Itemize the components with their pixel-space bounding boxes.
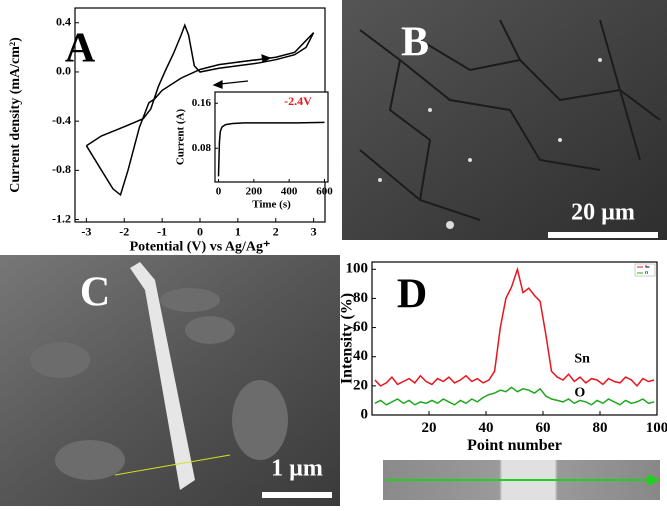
panel-label: A <box>65 26 96 72</box>
nanowire <box>130 262 195 490</box>
data-line <box>374 266 655 388</box>
x-tick-label: 2 <box>273 225 279 239</box>
grains <box>30 288 288 480</box>
data-line <box>374 386 655 406</box>
x-tick-label: -3 <box>81 225 91 239</box>
data-line <box>85 23 315 197</box>
scale-label: 1 µm <box>271 456 323 482</box>
y-tick-label: 80 <box>353 290 368 306</box>
x-tick-label: 600 <box>316 185 333 197</box>
annotation: -2.4V <box>284 94 312 108</box>
x-axis-label: Potential (V) vs Ag/Ag⁺ <box>130 239 271 254</box>
x-tick-label: 40 <box>479 420 494 436</box>
y-tick-label: -0.4 <box>52 113 71 127</box>
y-tick-label: 0.08 <box>192 142 212 154</box>
x-tick-label: 3 <box>311 225 317 239</box>
y-tick-label: -1.2 <box>52 211 71 225</box>
y-tick-label: 20 <box>353 377 368 393</box>
x-tick-label: -1 <box>157 225 167 239</box>
scale-bar <box>262 492 332 498</box>
y-axis-label: Intensity (%) <box>339 293 356 384</box>
particles <box>378 58 602 229</box>
panel-label: B <box>401 20 429 66</box>
plot-frame <box>214 91 329 183</box>
x-tick-label: 60 <box>536 420 551 436</box>
x-tick-label: 80 <box>593 420 608 436</box>
panel-label: C <box>80 270 110 316</box>
y-tick-label: 0.0 <box>56 64 71 78</box>
x-tick-label: 400 <box>281 185 298 197</box>
x-axis-label: Time (s) <box>252 199 291 211</box>
plot-frame <box>371 261 658 416</box>
series-label: O <box>574 386 585 401</box>
scale-label: 20 µm <box>571 200 635 226</box>
legend-label: O <box>645 270 648 275</box>
y-tick-label: 0.4 <box>56 15 71 29</box>
x-tick-label: 0 <box>197 225 203 239</box>
x-tick-label: -2 <box>119 225 129 239</box>
grain-boundaries <box>359 19 661 221</box>
y-tick-label: 40 <box>353 348 368 364</box>
y-tick-label: -0.8 <box>52 162 71 176</box>
x-tick-label: 0 <box>216 185 222 197</box>
series-label: Sn <box>574 352 590 367</box>
x-tick-label: 100 <box>646 420 667 436</box>
y-tick-label: 60 <box>353 319 368 335</box>
sem-image-b <box>342 0 667 240</box>
y-tick-label: 0.16 <box>192 97 212 109</box>
data-line <box>217 121 325 177</box>
panel-label: D <box>397 272 427 318</box>
scale-bar <box>548 232 658 238</box>
legend-label: Sn <box>645 264 650 269</box>
y-tick-label: 100 <box>346 261 369 277</box>
scan-arrows <box>212 54 272 89</box>
arrow-head <box>648 474 660 486</box>
x-tick-label: 1 <box>235 225 241 239</box>
x-axis-label: Point number <box>467 437 562 454</box>
y-axis-label: Current density (mA/cm²) <box>8 37 23 193</box>
scan-line <box>114 454 231 476</box>
y-axis-label: Current (A) <box>175 109 187 166</box>
x-tick-label: 200 <box>246 185 263 197</box>
y-tick-label: 0 <box>361 406 369 422</box>
x-tick-label: 20 <box>422 420 437 436</box>
